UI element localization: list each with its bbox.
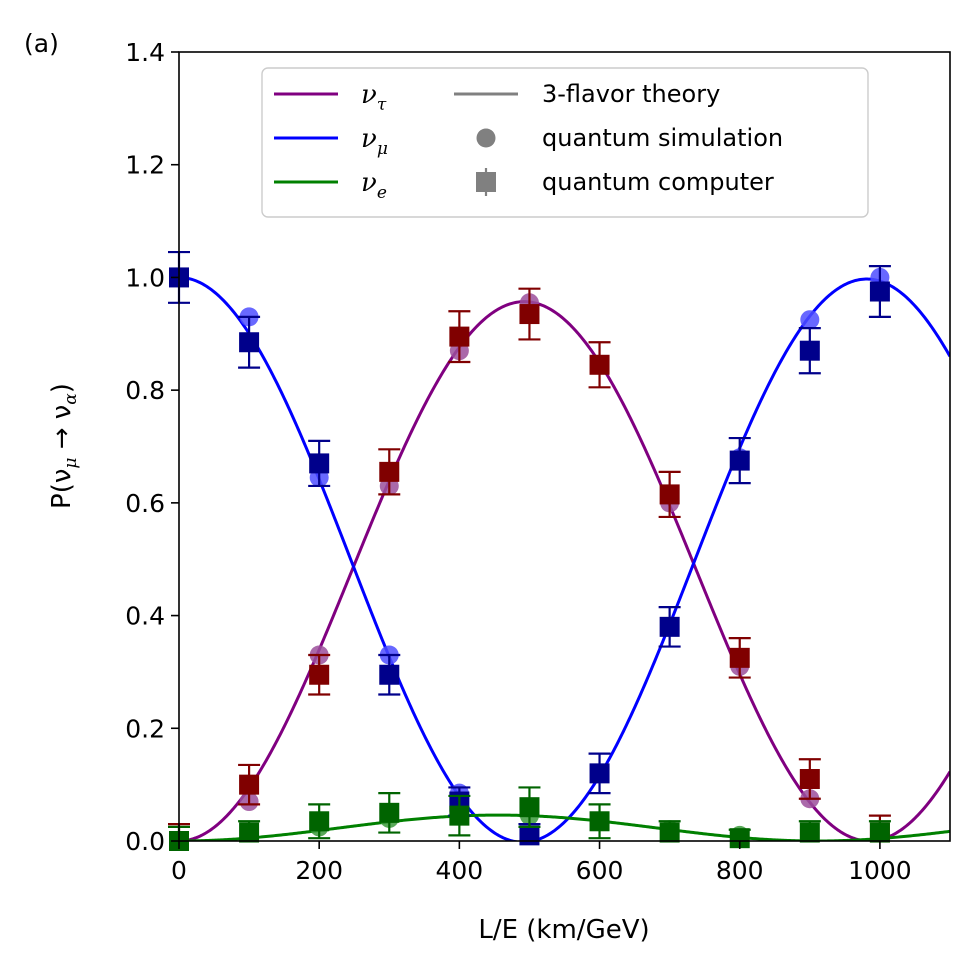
plot-frame xyxy=(178,51,951,842)
quantum-computer-point xyxy=(378,791,401,834)
legend-label: quantum simulation xyxy=(542,124,783,152)
quantum-computer-point xyxy=(448,794,471,837)
x-axis-label: L/E (km/GeV) xyxy=(478,915,649,945)
quantum-computer-point xyxy=(658,820,681,843)
quantum-computer-point xyxy=(588,803,611,840)
legend-box xyxy=(261,67,869,218)
quantum-computer-marker xyxy=(869,822,890,843)
quantum-computer-point xyxy=(238,315,261,369)
legend-label: 3-flavor theory xyxy=(542,80,720,108)
quantum-computer-marker xyxy=(239,774,260,795)
y-tick-label: 1.0 xyxy=(125,263,165,292)
quantum-computer-marker xyxy=(379,664,400,685)
x-tick-label: 200 xyxy=(295,856,343,885)
x-axis: 0 200 400 600 800 1000 xyxy=(171,841,912,885)
quantum-computer-point xyxy=(798,327,821,375)
quantum-computer-point xyxy=(518,287,541,341)
quantum-computer-marker xyxy=(309,664,330,685)
quantum-computer-point xyxy=(308,653,331,696)
quantum-computer-marker xyxy=(449,326,470,347)
theory-curves xyxy=(179,275,950,841)
quantum-computer-marker xyxy=(519,304,540,325)
legend-label: νe xyxy=(361,168,387,203)
quantum-computer-point xyxy=(378,653,401,696)
quantum-computer-point xyxy=(238,820,261,843)
legend-entry-nu-e: νe xyxy=(274,168,387,203)
x-tick-label: 600 xyxy=(576,856,624,885)
quantum-computer-point xyxy=(868,265,891,318)
y-axis-label: P(νμ → να) xyxy=(47,383,81,509)
quantum-computer-point xyxy=(448,310,471,364)
simulation-points xyxy=(179,267,890,841)
quantum-computer-point xyxy=(378,448,401,496)
legend-label: quantum computer xyxy=(542,168,774,196)
quantum-computer-point xyxy=(868,820,891,843)
quantum-computer-marker xyxy=(659,484,680,505)
quantum-computer-marker xyxy=(799,769,820,790)
quantum-computer-points xyxy=(168,250,891,851)
legend-entry-nu-mu: νμ xyxy=(274,124,388,159)
y-tick-label: 0.8 xyxy=(125,376,165,405)
quantum-computer-marker xyxy=(799,340,820,361)
legend-entry-nu-tau: ντ xyxy=(274,80,387,115)
quantum-computer-marker xyxy=(799,822,820,843)
plot-area xyxy=(168,250,950,851)
quantum-computer-marker xyxy=(729,450,750,471)
y-tick-label: 0.2 xyxy=(125,714,165,743)
quantum-computer-point xyxy=(728,828,751,849)
quantum-computer-point xyxy=(238,763,261,806)
quantum-computer-marker xyxy=(729,647,750,668)
legend-entry-theory: 3-flavor theory xyxy=(454,80,720,108)
quantum-computer-marker xyxy=(239,822,260,843)
y-tick-label: 0.4 xyxy=(125,602,165,631)
quantum-computer-marker xyxy=(659,616,680,637)
legend-label: νμ xyxy=(361,124,388,159)
quantum-computer-point xyxy=(798,820,821,843)
quantum-computer-marker xyxy=(589,763,610,784)
quantum-computer-point xyxy=(798,758,821,800)
quantum-computer-point xyxy=(518,786,541,829)
quantum-computer-point xyxy=(588,341,611,389)
legend-circle-marker xyxy=(476,128,496,148)
quantum-computer-marker xyxy=(309,453,330,474)
y-tick-label: 1.4 xyxy=(125,38,165,67)
quantum-computer-marker xyxy=(239,332,260,353)
legend-label: ντ xyxy=(361,80,387,115)
quantum-computer-marker xyxy=(869,281,890,302)
simulation-point xyxy=(800,310,820,330)
quantum-computer-marker xyxy=(519,825,540,846)
quantum-computer-marker xyxy=(449,805,470,826)
quantum-computer-point xyxy=(728,436,751,485)
quantum-computer-point xyxy=(588,752,611,795)
quantum-computer-marker xyxy=(589,811,610,832)
quantum-computer-marker xyxy=(379,461,400,482)
quantum-computer-marker xyxy=(309,811,330,832)
x-tick-label: 1000 xyxy=(848,856,912,885)
y-tick-label: 1.2 xyxy=(125,151,165,180)
legend: ντ νμ νe 3-flavor theory quantum simulation… xyxy=(261,67,869,218)
legend-entry-computer: quantum computer xyxy=(476,168,774,196)
quantum-computer-point xyxy=(308,803,331,840)
quantum-computer-marker xyxy=(379,802,400,823)
y-tick-label: 0.0 xyxy=(125,827,165,856)
x-tick-label: 400 xyxy=(436,856,484,885)
quantum-computer-point xyxy=(658,470,681,519)
quantum-computer-marker xyxy=(519,797,540,818)
x-tick-label: 800 xyxy=(716,856,764,885)
quantum-computer-point xyxy=(308,439,331,488)
panel-label: (a) xyxy=(24,29,59,58)
quantum-computer-marker xyxy=(729,828,750,849)
quantum-computer-point xyxy=(658,606,681,648)
legend-square-marker xyxy=(476,172,496,192)
y-axis: 0.0 0.2 0.4 0.6 0.8 1.0 1.2 1.4 xyxy=(125,38,179,856)
legend-entry-simulation: quantum simulation xyxy=(476,124,783,152)
theory-curve-tau xyxy=(179,300,950,841)
theory-curve-mu xyxy=(179,275,950,841)
quantum-computer-point xyxy=(728,637,751,679)
quantum-computer-marker xyxy=(659,822,680,843)
quantum-computer-marker xyxy=(589,354,610,375)
x-tick-label: 0 xyxy=(171,856,187,885)
y-tick-label: 0.6 xyxy=(125,489,165,518)
